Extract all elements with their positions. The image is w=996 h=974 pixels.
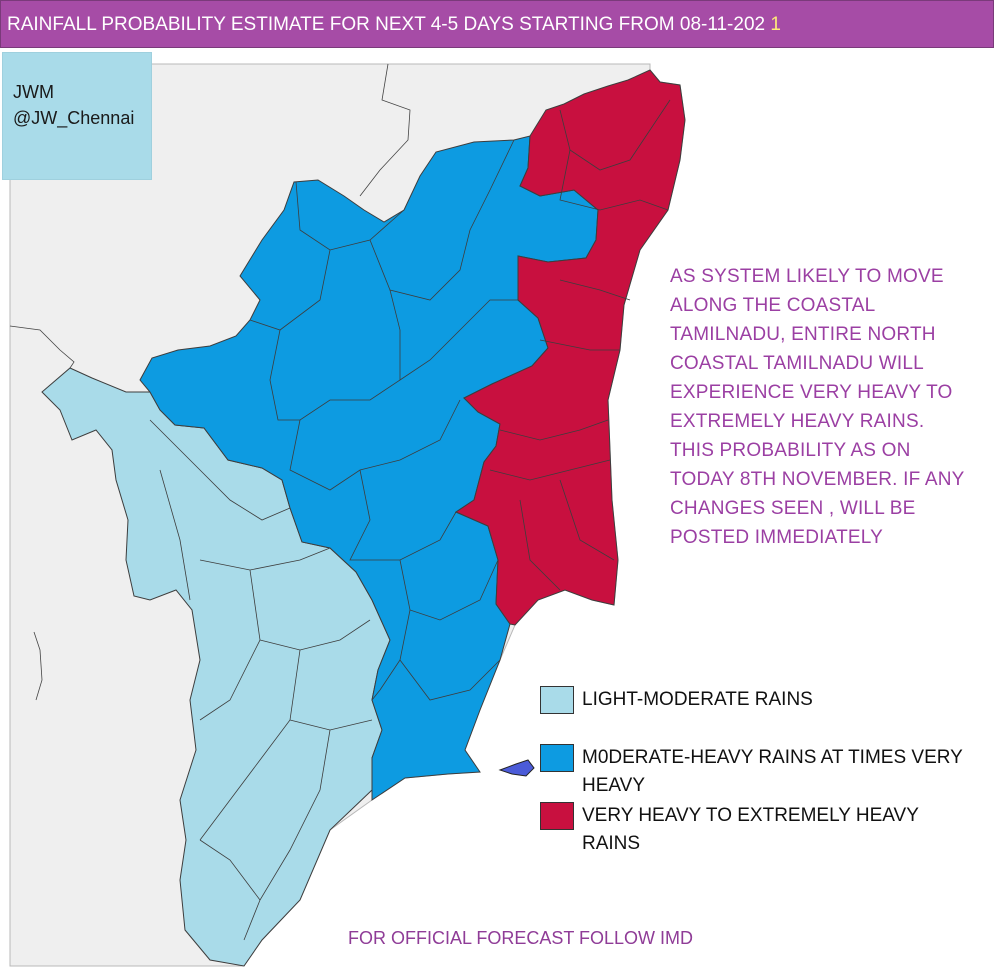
legend-item-moderate-heavy: M0DERATE-HEAVY RAINS AT TIMES VERY HEAVY <box>540 744 992 800</box>
legend-label-moderate-heavy: M0DERATE-HEAVY RAINS AT TIMES VERY HEAVY <box>582 747 963 796</box>
credit-handle: @JW_Chennai <box>13 108 135 128</box>
legend-label-light-moderate: LIGHT-MODERATE RAINS <box>582 689 813 710</box>
district-borders <box>149 99 671 941</box>
rameswaram-island <box>498 759 535 777</box>
map-title-suffix: 1 <box>765 14 781 35</box>
legend-swatch-very-heavy <box>540 802 574 830</box>
footer-note: FOR OFFICIAL FORECAST FOLLOW IMD <box>348 928 694 948</box>
legend-swatch-moderate-heavy <box>540 744 574 772</box>
legend-item-very-heavy: VERY HEAVY TO EXTREMELY HEAVY RAINS <box>540 802 942 858</box>
legend-label-very-heavy: VERY HEAVY TO EXTREMELY HEAVY RAINS <box>582 805 919 854</box>
map-area <box>0 50 996 974</box>
forecast-note: AS SYSTEM LIKELY TO MOVE ALONG THE COAST… <box>670 266 965 548</box>
credit-name: JWM <box>13 82 54 102</box>
legend-swatch-light-moderate <box>540 686 574 714</box>
very-heavy-region <box>454 69 686 626</box>
tamilnadu-map <box>9 63 686 967</box>
legend-item-light-moderate: LIGHT-MODERATE RAINS <box>540 686 982 714</box>
state-borders <box>9 63 411 701</box>
map-title: RAINFALL PROBABILITY ESTIMATE FOR NEXT 4… <box>0 0 994 48</box>
map-title-text: RAINFALL PROBABILITY ESTIMATE FOR NEXT 4… <box>7 14 766 35</box>
credit-box: JWM @JW_Chennai <box>2 52 152 180</box>
